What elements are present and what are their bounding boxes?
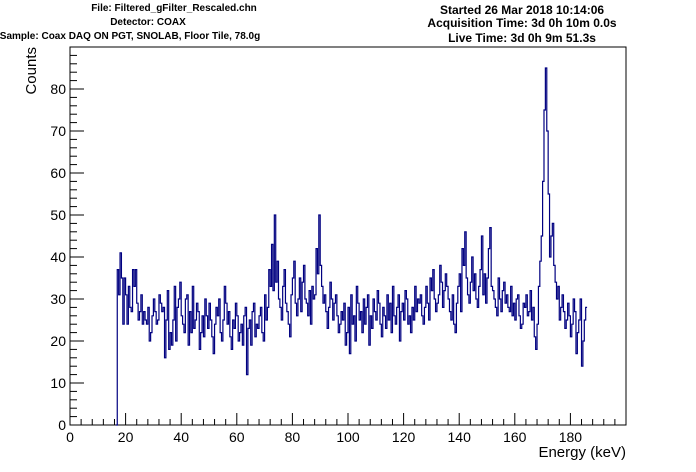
y-tick-label: 60 [50,165,66,181]
header-acquisition-time: Acquisition Time: 3d 0h 10m 0.0s [427,16,616,30]
x-tick-label: 120 [392,429,416,445]
axis-ticks [69,54,616,426]
x-tick-label: 0 [66,429,74,445]
header-file: File: Filtered_gFilter_Rescaled.chn [91,3,257,14]
tick-labels: 0 20 40 60 80 100 120 140 160 180 0 10 20 30 40 50 60 70 8… [50,81,582,445]
x-tick-label: 80 [285,429,301,445]
x-tick-label: 40 [173,429,189,445]
y-tick-label: 40 [50,249,66,265]
y-tick-label: 20 [50,333,66,349]
header-started: Started 26 Mar 2018 10:14:06 [440,3,604,17]
y-tick-label: 0 [58,417,66,433]
x-tick-label: 60 [229,429,245,445]
x-axis-title: Energy (keV) [538,444,626,461]
y-tick-label: 70 [50,123,66,139]
y-tick-label: 10 [50,375,66,391]
y-axis-title: Counts [23,47,40,95]
y-tick-label: 50 [50,207,66,223]
header-live-time: Live Time: 3d 0h 9m 51.3s [448,31,596,45]
header-detector: Detector: COAX [110,17,186,28]
x-tick-label: 160 [503,429,527,445]
x-tick-label: 20 [118,429,134,445]
x-tick-label: 140 [448,429,472,445]
y-tick-label: 30 [50,291,66,307]
y-tick-label: 80 [50,81,66,97]
x-tick-label: 100 [336,429,360,445]
spectrum-series-line [115,67,588,426]
x-tick-label: 180 [559,429,583,445]
header-sample: Sample: Coax DAQ ON PGT, SNOLAB, Floor T… [0,31,260,42]
